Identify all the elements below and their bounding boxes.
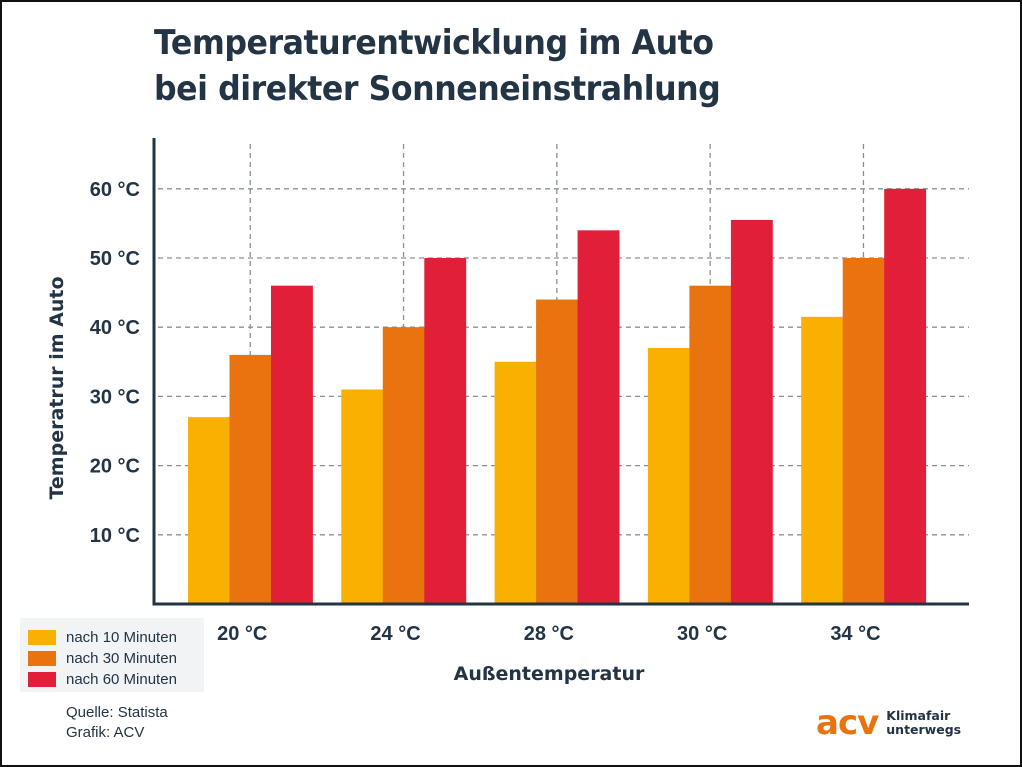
- chart-title: Temperaturentwicklung im Auto bei direkt…: [154, 20, 721, 112]
- acv-logo-line-1: Klimafair: [886, 708, 951, 723]
- legend: nach 10 Minuten nach 30 Minuten nach 60 …: [20, 618, 204, 692]
- source-note: Quelle: Statista Grafik: ACV: [66, 703, 168, 743]
- legend-swatch-60min: [28, 671, 56, 687]
- x-tick-label: 24 °C: [370, 623, 420, 645]
- y-tick-labels: 10 °C 20 °C 30 °C 40 °C 50 °C 60 °C: [90, 179, 140, 547]
- bar: [494, 361, 537, 604]
- legend-item-60min: nach 60 Minuten: [28, 669, 177, 689]
- legend-swatch-10min: [28, 629, 56, 645]
- y-tick-label: 10 °C: [90, 525, 140, 547]
- bar: [730, 219, 773, 604]
- bar: [801, 316, 844, 604]
- acv-logo: acv Klimafair unterwegs: [816, 706, 961, 740]
- bar: [577, 230, 620, 604]
- axes: [152, 138, 969, 606]
- x-tick-label: 28 °C: [524, 623, 574, 645]
- x-tick-label: 20 °C: [217, 623, 267, 645]
- bar: [884, 188, 927, 605]
- y-tick-label: 20 °C: [90, 456, 140, 478]
- legend-swatch-30min: [28, 650, 56, 666]
- bar: [647, 347, 690, 604]
- bars: [188, 188, 927, 605]
- x-axis-title: Außentemperatur: [454, 663, 645, 685]
- x-tick-labels: 20 °C 24 °C 28 °C 30 °C 34 °C: [217, 623, 880, 645]
- bar: [188, 417, 230, 604]
- bar: [842, 258, 885, 604]
- bar: [229, 354, 272, 604]
- legend-item-10min: nach 10 Minuten: [28, 627, 177, 647]
- bar: [341, 389, 384, 604]
- y-tick-label: 50 °C: [90, 248, 140, 270]
- bar: [689, 285, 732, 604]
- x-tick-label: 30 °C: [677, 623, 727, 645]
- acv-logo-line-2: unterwegs: [886, 722, 962, 737]
- source-quelle: Quelle: Statista: [66, 704, 168, 721]
- bar: [536, 299, 578, 604]
- bar: [382, 327, 425, 604]
- bar: [271, 285, 313, 604]
- source-grafik: Grafik: ACV: [66, 724, 145, 741]
- chart-title-line-2: bei direkter Sonneneinstrahlung: [154, 69, 721, 109]
- legend-label-60min: nach 60 Minuten: [66, 670, 177, 688]
- bar: [424, 258, 467, 604]
- y-axis-title: Temperatrur im Auto: [46, 276, 68, 499]
- legend-item-30min: nach 30 Minuten: [28, 648, 177, 668]
- acv-logo-tagline: Klimafair unterwegs: [886, 709, 961, 737]
- chart-title-line-1: Temperaturentwicklung im Auto: [154, 23, 714, 63]
- y-tick-label: 40 °C: [90, 317, 140, 339]
- acv-logo-mark: acv: [816, 703, 879, 743]
- x-tick-label: 34 °C: [830, 623, 880, 645]
- y-tick-label: 60 °C: [90, 179, 140, 201]
- y-tick-label: 30 °C: [90, 386, 140, 408]
- legend-label-10min: nach 10 Minuten: [66, 628, 177, 646]
- legend-label-30min: nach 30 Minuten: [66, 649, 177, 667]
